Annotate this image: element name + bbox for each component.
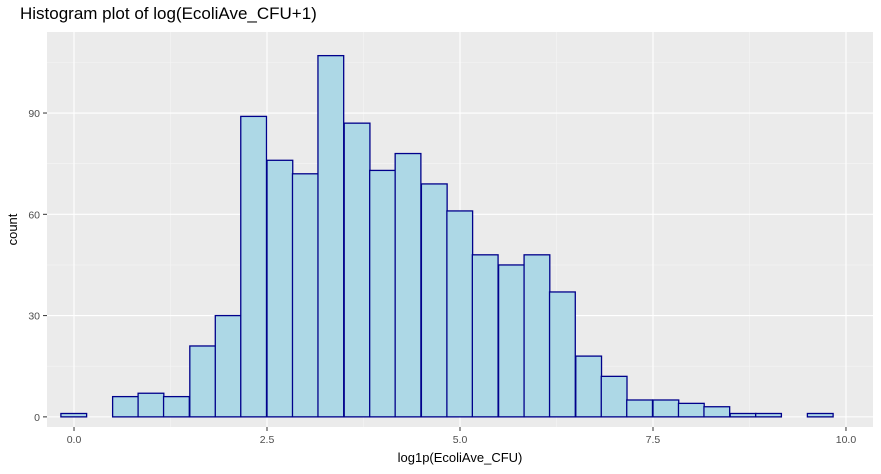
histogram-bar [240, 115, 268, 418]
histogram-bar [755, 412, 783, 418]
histogram-bar [394, 152, 422, 418]
histogram-bar [189, 345, 217, 418]
histogram-bar [806, 412, 834, 418]
x-tick-label: 0.0 [67, 434, 82, 446]
histogram-bar [111, 395, 139, 418]
histogram-bar [214, 314, 242, 418]
histogram-bar [343, 122, 371, 418]
histogram-bar [60, 412, 88, 418]
y-tick-label: 90 [28, 108, 40, 120]
histogram-bar [369, 169, 397, 418]
histogram-bar [523, 254, 551, 418]
histogram-bar [600, 375, 628, 418]
histogram-bar [575, 355, 603, 418]
histogram-bar [703, 406, 731, 418]
x-tick-label: 5.0 [453, 434, 468, 446]
y-tick-label: 60 [28, 209, 40, 221]
y-tick-label: 30 [28, 311, 40, 323]
histogram-bar [446, 210, 474, 418]
x-tick-label: 2.5 [260, 434, 275, 446]
y-tick-label: 0 [34, 412, 40, 424]
histogram-bar [548, 291, 576, 418]
x-axis-ticks: 0.0 2.5 5.0 7.5 10.0 [67, 427, 857, 446]
histogram-bar [137, 392, 165, 418]
histogram-bar [652, 399, 680, 418]
y-axis-label: count [5, 213, 20, 245]
histogram-bars [60, 54, 834, 418]
histogram-bar [471, 254, 499, 418]
histogram-bar [626, 399, 654, 418]
histogram-bar [729, 412, 757, 418]
x-tick-label: 10.0 [836, 434, 857, 446]
x-axis-label: log1p(EcoliAve_CFU) [398, 450, 523, 465]
histogram-bar [420, 183, 448, 418]
histogram-bar [317, 54, 345, 418]
chart-title: Histogram plot of log(EcoliAve_CFU+1) [20, 4, 317, 23]
histogram-bar [266, 159, 294, 418]
x-tick-label: 7.5 [646, 434, 661, 446]
y-axis-ticks: 0 30 60 90 [28, 108, 47, 424]
histogram-bar [677, 402, 705, 418]
histogram-bar [291, 173, 319, 418]
histogram-bar [497, 264, 525, 418]
histogram-bar [162, 395, 190, 418]
